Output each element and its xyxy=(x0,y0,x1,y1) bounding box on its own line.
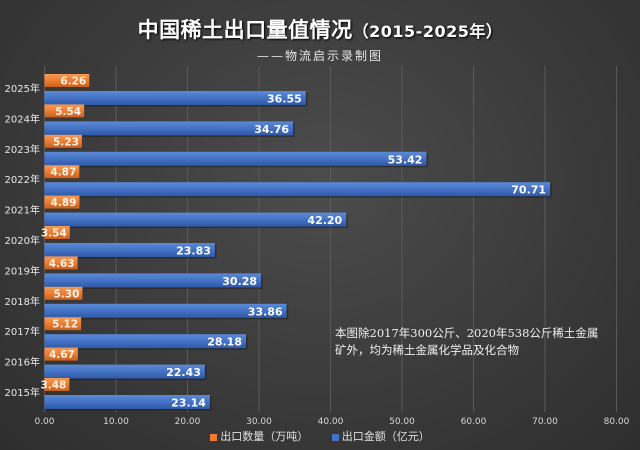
x-tick-label: 60.00 xyxy=(461,417,487,427)
y-tick-label: 2023年 xyxy=(5,143,40,156)
y-tick-label: 2019年 xyxy=(5,264,40,277)
bar-value xyxy=(44,243,215,257)
x-tick-label: 70.00 xyxy=(532,417,558,427)
data-label-quantity: 5.23 xyxy=(53,136,79,148)
title-main: 中国稀土出口量值情况 xyxy=(137,18,353,42)
bar-quantity xyxy=(44,134,82,148)
y-tick-label: 2016年 xyxy=(5,356,40,369)
bar-quantity xyxy=(44,286,83,300)
bar-value xyxy=(44,212,347,227)
legend-label-value: 出口金额（亿元） xyxy=(341,430,430,443)
x-tick-label: 30.00 xyxy=(246,417,272,427)
legend-item-quantity: 出口数量（万吨） xyxy=(210,428,308,444)
chart-subtitle: ——物流启示录制图 xyxy=(256,49,383,63)
data-label-quantity: 3.54 xyxy=(41,228,67,240)
data-label-value: 28.18 xyxy=(207,336,242,349)
bar-quantity xyxy=(44,317,82,331)
x-tick-label: 80.00 xyxy=(604,417,630,427)
bar-value xyxy=(44,364,205,379)
legend-label-quantity: 出口数量（万吨） xyxy=(220,430,309,443)
data-label-quantity: 6.26 xyxy=(60,76,86,88)
bar-quantity xyxy=(44,378,70,391)
data-label-value: 30.28 xyxy=(222,275,257,288)
bar-value xyxy=(44,334,246,349)
y-tick-label: 2025年 xyxy=(5,82,40,95)
data-label-value: 34.76 xyxy=(254,123,289,136)
bar-value xyxy=(44,121,294,136)
y-tick-label: 2020年 xyxy=(5,234,40,247)
x-tick-label: 10.00 xyxy=(103,417,129,427)
bar-value xyxy=(44,151,427,166)
bar-value xyxy=(44,91,306,105)
bar-quantity xyxy=(44,165,80,179)
y-tick-label: 2017年 xyxy=(5,325,40,338)
data-label-value: 33.86 xyxy=(248,305,283,318)
y-tick-label: 2018年 xyxy=(5,295,40,308)
legend-swatch-value xyxy=(331,433,339,441)
data-label-value: 23.83 xyxy=(176,245,211,258)
chart-title: 中国稀土出口量值情况（2015-2025年） xyxy=(0,14,640,44)
x-tick-label: 20.00 xyxy=(175,417,201,427)
bar-quantity xyxy=(44,104,85,118)
data-label-value: 23.14 xyxy=(171,397,206,410)
data-label-value: 53.42 xyxy=(388,153,423,166)
bar-quantity xyxy=(44,74,90,87)
x-tick-label: 40.00 xyxy=(318,417,344,427)
data-label-value: 42.20 xyxy=(307,214,342,227)
legend-swatch-quantity xyxy=(210,433,218,441)
x-tick-label: 0.00 xyxy=(34,417,54,427)
y-tick-label: 2015年 xyxy=(5,386,40,399)
data-label-quantity: 4.67 xyxy=(49,349,75,361)
bar-value xyxy=(44,182,551,197)
data-label-quantity: 5.30 xyxy=(53,288,79,300)
y-tick-label: 2022年 xyxy=(5,173,40,186)
x-tick-label: 50.00 xyxy=(389,417,415,427)
bar-value xyxy=(44,273,262,288)
data-label-value: 22.43 xyxy=(166,366,201,379)
bar-quantity xyxy=(44,347,78,361)
data-label-quantity: 4.87 xyxy=(50,167,76,179)
bar-quantity xyxy=(44,226,70,239)
data-label-quantity: 5.12 xyxy=(52,319,78,331)
data-label-quantity: 3.48 xyxy=(40,380,66,392)
bar-value xyxy=(44,303,287,318)
bar-quantity xyxy=(44,195,80,209)
legend-item-value: 出口金额（亿元） xyxy=(331,428,430,444)
data-label-quantity: 4.63 xyxy=(49,258,75,270)
data-label-quantity: 4.89 xyxy=(51,197,77,209)
data-label-value: 36.55 xyxy=(267,93,302,106)
title-years: （2015-2025年） xyxy=(352,22,503,41)
y-tick-label: 2024年 xyxy=(5,112,40,125)
legend: 出口数量（万吨） 出口金额（亿元） xyxy=(0,428,640,444)
data-label-quantity: 5.54 xyxy=(55,106,81,118)
bar-quantity xyxy=(44,256,78,270)
chart-note: 本图除2017年300公斤、2020年538公斤稀土金属矿外，均为稀土金属化学品… xyxy=(335,326,599,357)
data-label-value: 70.71 xyxy=(511,184,546,197)
y-tick-label: 2021年 xyxy=(5,204,40,217)
bar-value xyxy=(44,395,210,409)
